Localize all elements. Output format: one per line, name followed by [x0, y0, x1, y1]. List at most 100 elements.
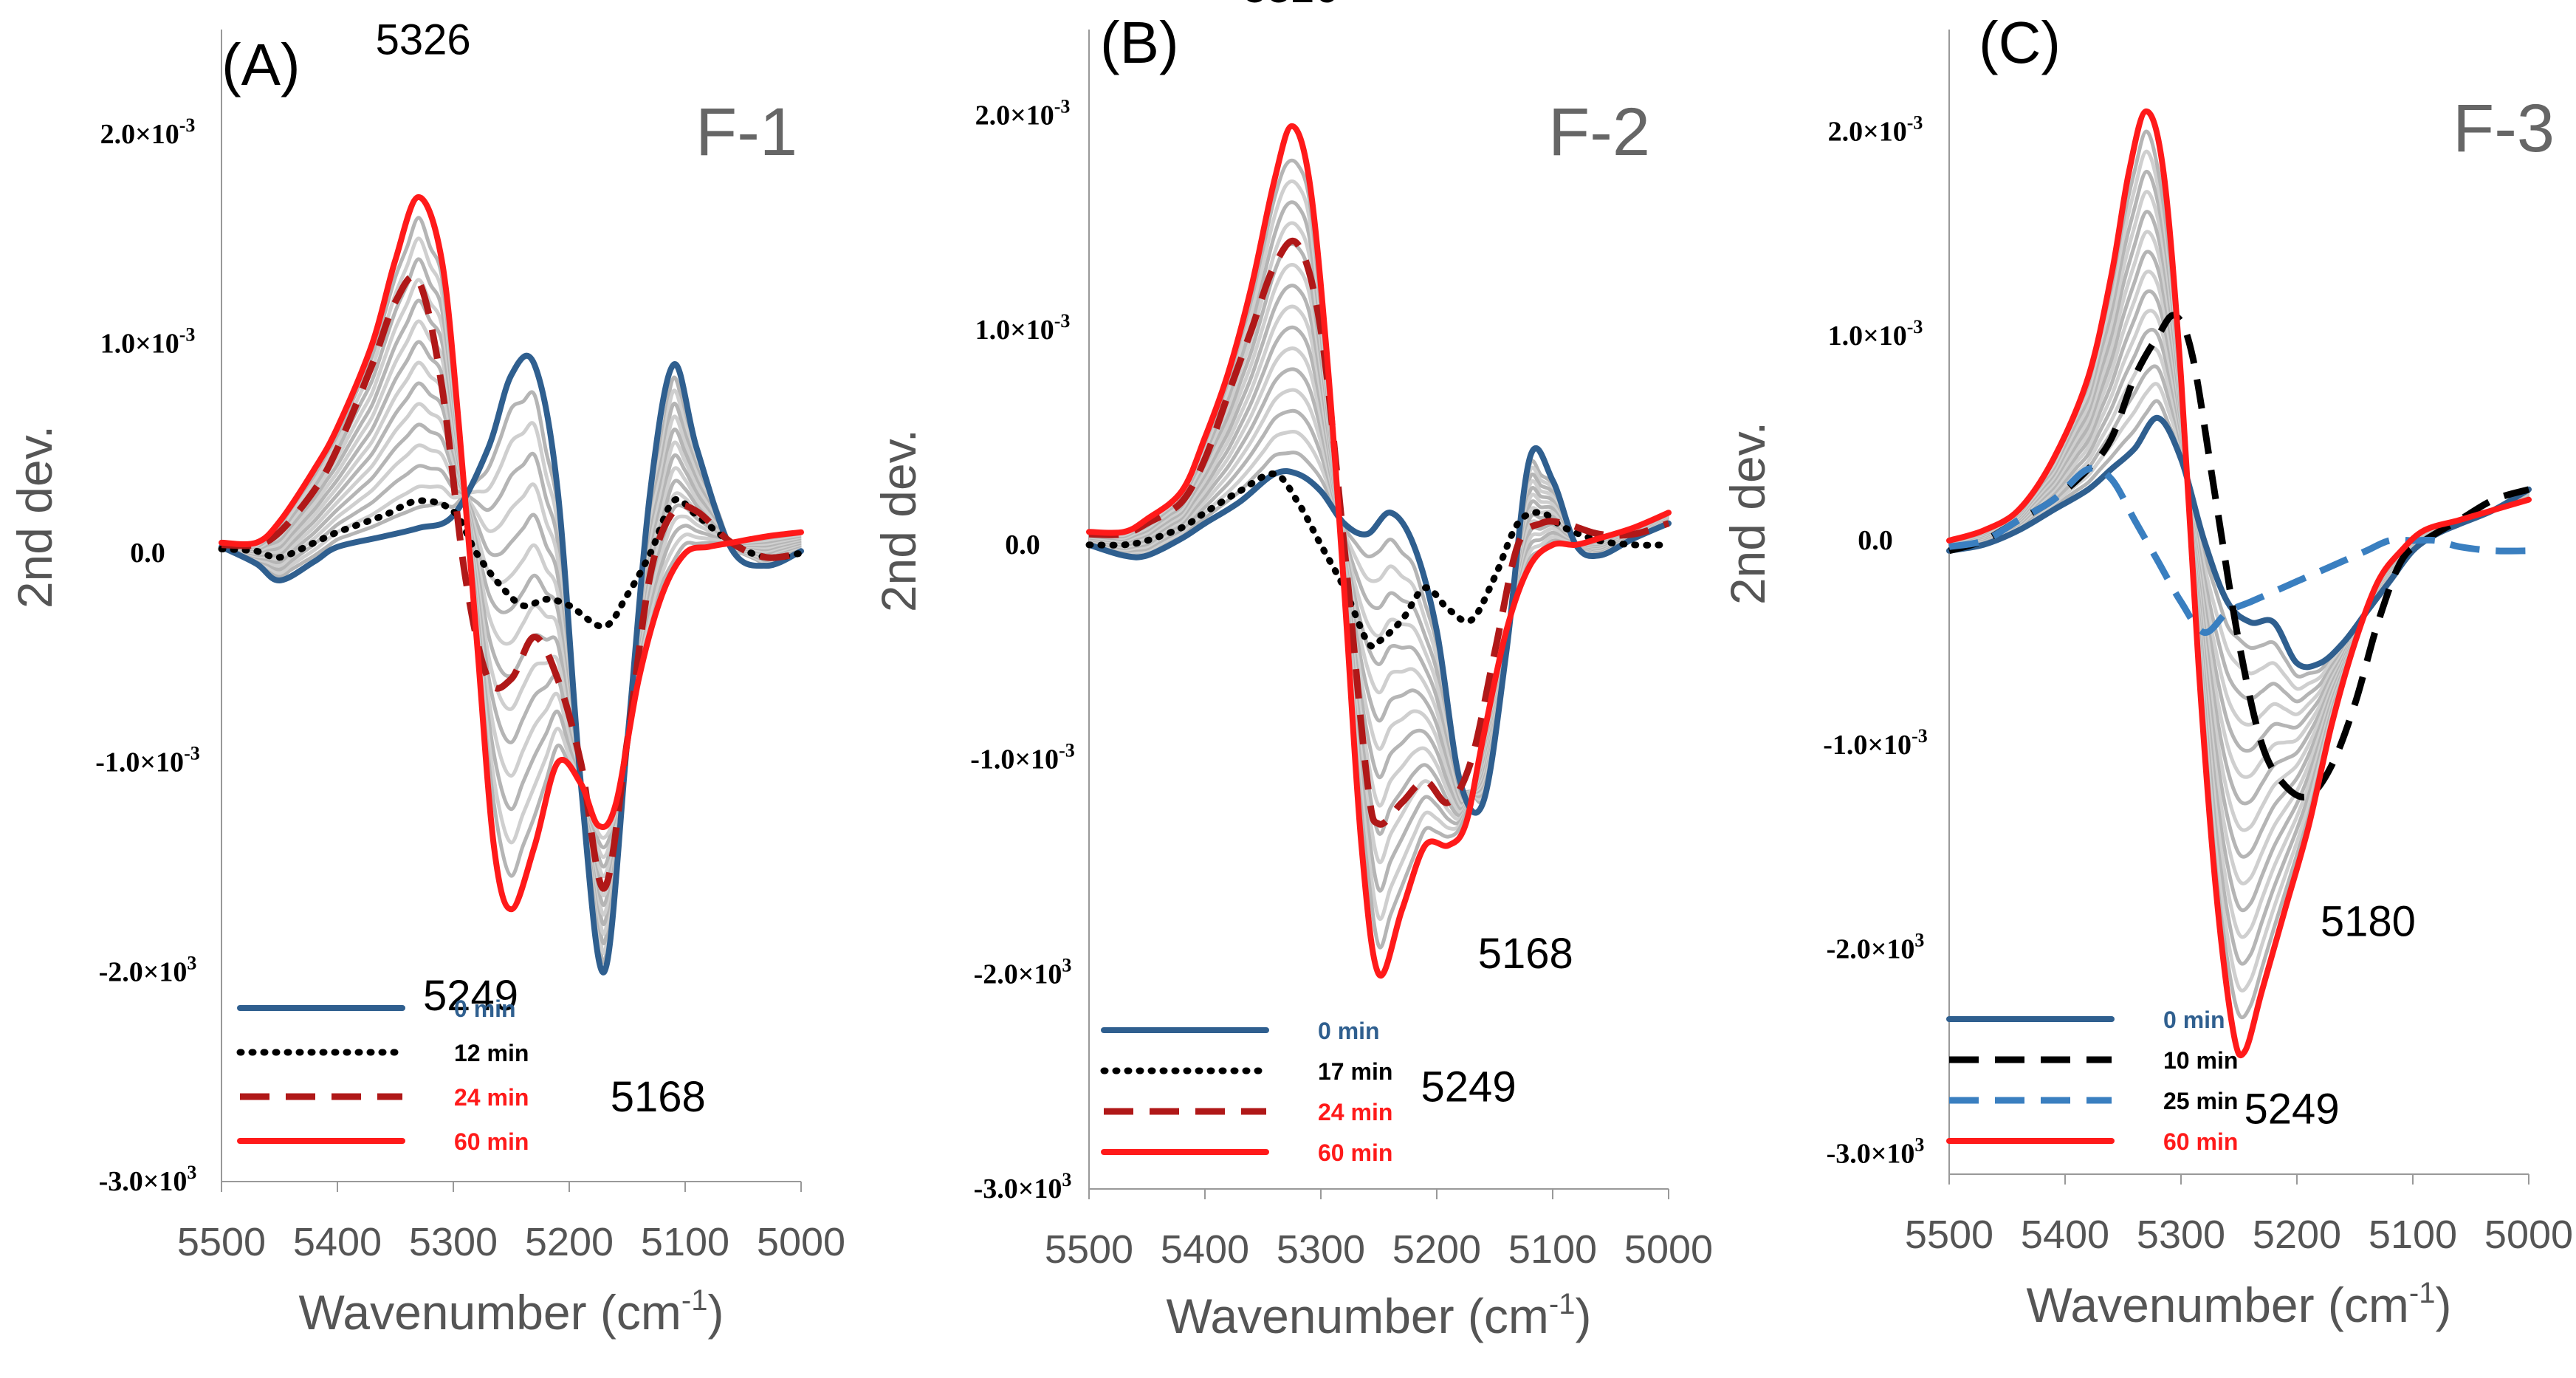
- y-tick-label: -2.0×103: [99, 952, 197, 987]
- x-tick-label: 5000: [1624, 1227, 1713, 1272]
- intermediate-spectrum-line: [1948, 382, 2530, 691]
- intermediate-spectrum-line: [221, 360, 802, 897]
- x-tick-label: 5200: [1392, 1227, 1481, 1272]
- intermediate-spectrum-line: [1948, 210, 2529, 913]
- y-tick-label: 0.0: [1005, 529, 1040, 561]
- legend-label: 0 min: [2163, 1007, 2225, 1033]
- legend-label: 24 min: [454, 1084, 529, 1111]
- intermediate-spectrum-line: [1948, 129, 2529, 1020]
- x-tick-label: 5500: [1045, 1227, 1133, 1272]
- x-tick-label: 5300: [409, 1220, 498, 1264]
- y-tick-label: 2.0×10-3: [975, 95, 1071, 131]
- panel-c: 5500 5400 5300 5200 5100 5000 Wavenumber (cm-1…: [1720, 0, 2573, 1332]
- panel-label: (B): [1100, 10, 1179, 75]
- intermediate-spectrum-line: [1948, 289, 2530, 806]
- x-tick-label: 5100: [641, 1220, 729, 1264]
- peak-label: 5249: [2244, 1086, 2340, 1134]
- intermediate-spectrum-line: [1088, 346, 1669, 804]
- legend-label: 17 min: [1318, 1058, 1392, 1085]
- intermediate-spectrum-line: [1948, 309, 2530, 779]
- series-line-10-min: [1948, 312, 2530, 801]
- intermediate-spectrum-line: [1088, 430, 1669, 801]
- y-tick-label: -2.0×103: [974, 954, 1072, 990]
- legend-label: 24 min: [1318, 1099, 1392, 1125]
- y-axis-label: 2nd dev.: [7, 425, 62, 609]
- series-line-60-min: [1086, 123, 1672, 979]
- intermediate-spectrum-line: [221, 381, 802, 907]
- x-tick-label: 5200: [525, 1220, 614, 1264]
- y-tick-label: 2.0×10-3: [100, 114, 196, 150]
- x-tick-label: 5100: [1508, 1227, 1597, 1272]
- panel-b: 5500 5400 5300 5200 5100 5000 Wavenumber (cm-1…: [871, 0, 1713, 1343]
- y-tick-label: -3.0×103: [974, 1169, 1072, 1204]
- y-tick-label: 1.0×10-3: [1828, 316, 1923, 352]
- x-tick-label: 5200: [2253, 1213, 2341, 1257]
- series-line-25-min: [1948, 465, 2529, 636]
- x-tick-label: 5500: [1905, 1213, 1993, 1257]
- x-axis-label: Wavenumber (cm-1): [1167, 1288, 1592, 1343]
- intermediate-spectrum-line: [1088, 367, 1669, 802]
- y-axis-label: 2nd dev.: [1720, 422, 1775, 605]
- x-tick-label: 5100: [2369, 1213, 2457, 1257]
- x-tick-label: 5400: [1161, 1227, 1249, 1272]
- series-line-17-min: [1085, 470, 1672, 650]
- peak-label: 5168: [1478, 930, 1573, 978]
- x-tick-label: 5400: [293, 1220, 382, 1264]
- intermediate-spectrum-line: [1088, 388, 1669, 800]
- y-tick-label: 0.0: [1858, 525, 1893, 556]
- series-line-0-min: [1946, 414, 2532, 671]
- legend-label: 60 min: [454, 1128, 529, 1155]
- x-axis-label: Wavenumber (cm-1): [2027, 1277, 2452, 1332]
- intermediate-spectrum-line: [221, 298, 802, 868]
- legend: 0 min 10 min 25 min 60 min: [1946, 1007, 2238, 1155]
- intermediate-spectrum-line: [221, 414, 802, 936]
- intermediate-spectrum-line: [221, 422, 802, 926]
- y-tick-label: 2.0×10-3: [1828, 112, 1923, 147]
- legend-label: 60 min: [1318, 1139, 1392, 1166]
- x-tick-label: 5400: [2021, 1213, 2109, 1257]
- intermediate-spectra: [220, 216, 802, 964]
- x-tick-label: 5300: [1277, 1227, 1365, 1272]
- peak-label: 5326: [376, 16, 471, 64]
- intermediate-spectra: [1948, 129, 2530, 1020]
- panel-a: 5500 5400 5300 5200 5100 5000 Wavenumber (cm-1…: [7, 16, 845, 1340]
- intermediate-spectrum-line: [1948, 230, 2529, 885]
- legend-label: 25 min: [2163, 1088, 2238, 1114]
- intermediate-spectrum-line: [1948, 170, 2529, 966]
- intermediate-spectrum-line: [1088, 304, 1670, 809]
- legend: 0 min 17 min 24 min 60 min: [1100, 1018, 1392, 1166]
- intermediate-spectrum-line: [1088, 325, 1670, 806]
- y-tick-label: -1.0×10-3: [95, 743, 199, 778]
- x-tick-label: 5000: [2484, 1213, 2573, 1257]
- x-tick-label: 5500: [177, 1220, 266, 1264]
- y-tick-label: 1.0×10-3: [975, 310, 1071, 346]
- peak-label: 5326: [2148, 0, 2243, 2]
- panel-label: (C): [1979, 10, 2061, 75]
- intermediate-spectrum-line: [1948, 327, 2530, 753]
- x-tick-label: 5300: [2137, 1213, 2225, 1257]
- panel-tag: F-1: [695, 95, 797, 170]
- series-line-0-min: [219, 352, 804, 976]
- intermediate-spectrum-line: [1088, 284, 1670, 812]
- y-tick-label: -1.0×10-3: [970, 740, 1074, 775]
- intermediate-spectrum-line: [1948, 149, 2529, 993]
- legend-label: 0 min: [1318, 1018, 1380, 1044]
- series-line-60-min: [1946, 108, 2532, 1058]
- intermediate-spectrum-line: [221, 236, 802, 845]
- peak-label: 5180: [2321, 898, 2416, 946]
- legend-label: 12 min: [454, 1040, 529, 1066]
- y-tick-label: -1.0×10-3: [1823, 725, 1927, 761]
- legend-label: 0 min: [454, 995, 516, 1022]
- peak-label: 5249: [1421, 1063, 1517, 1111]
- series-line-60-min: [219, 193, 804, 913]
- y-tick-label: 1.0×10-3: [100, 323, 196, 359]
- legend-label: 60 min: [2163, 1128, 2238, 1155]
- legend: 0 min 12 min 24 min 60 min: [236, 995, 529, 1155]
- intermediate-spectrum-line: [221, 340, 802, 888]
- series-line-24-min: [221, 272, 802, 892]
- panel-tag: F-2: [1548, 95, 1650, 170]
- y-tick-label: -3.0×103: [1827, 1134, 1925, 1169]
- x-tick-label: 5000: [757, 1220, 845, 1264]
- intermediate-spectrum-line: [221, 278, 802, 859]
